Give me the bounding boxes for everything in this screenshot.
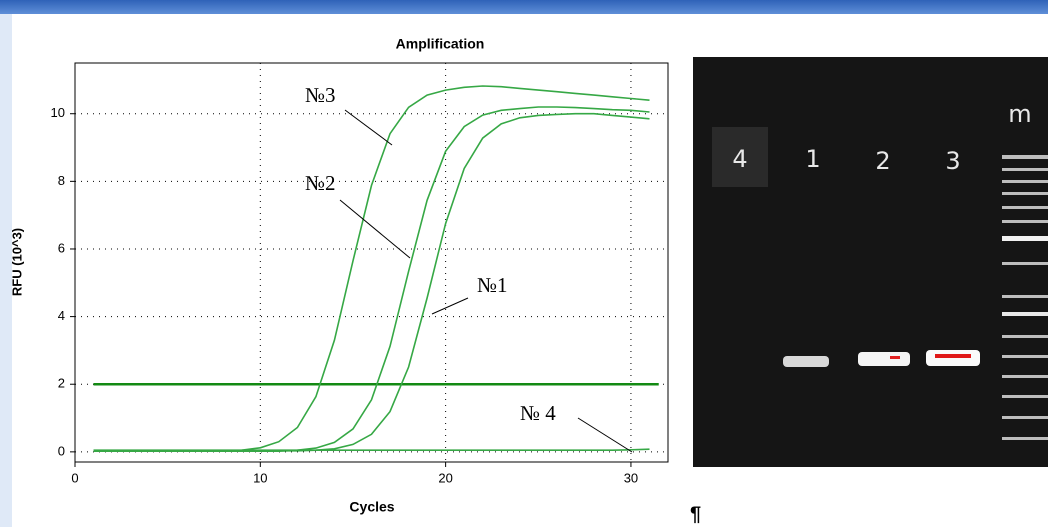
x-tick-label: 20 <box>438 470 452 485</box>
y-tick-label: 10 <box>51 105 65 120</box>
y-axis-label: RFU (10^3) <box>9 228 24 296</box>
x-tick-label: 10 <box>253 470 267 485</box>
y-tick-label: 8 <box>58 173 65 188</box>
series-annotation: №3 <box>305 83 336 107</box>
series-annotation: №1 <box>477 273 508 297</box>
top-bar <box>0 0 1048 14</box>
chart-title: Amplification <box>396 36 485 52</box>
y-tick-label: 6 <box>58 240 65 255</box>
lane-label: m <box>1008 100 1031 128</box>
x-axis-label: Cycles <box>349 499 394 515</box>
lane-label: 4 <box>732 145 747 173</box>
paragraph-mark: ¶ <box>690 503 701 525</box>
screenshot: Amplification Cycles RFU (10^3) ¶ 0 2 4 6 8 1… <box>0 0 1048 527</box>
band <box>858 352 910 366</box>
y-tick-label: 2 <box>58 376 65 391</box>
band-saturation <box>935 354 971 358</box>
series-annotation: № 4 <box>520 401 556 425</box>
lane-label: 1 <box>805 145 820 173</box>
series-annotation: №2 <box>305 171 336 195</box>
x-tick-label: 0 <box>71 470 78 485</box>
page: {"chart_data": {"type": "line", "title":… <box>0 0 1048 527</box>
gel-image <box>693 57 1048 467</box>
lane-label: 3 <box>945 147 960 175</box>
x-tick-label: 30 <box>624 470 638 485</box>
band <box>783 356 829 367</box>
lane-label: 2 <box>875 147 890 175</box>
y-tick-label: 0 <box>58 443 65 458</box>
gel-background <box>693 57 1048 467</box>
y-tick-label: 4 <box>58 308 65 323</box>
band-saturation <box>890 356 900 359</box>
plot-frame <box>75 63 668 462</box>
